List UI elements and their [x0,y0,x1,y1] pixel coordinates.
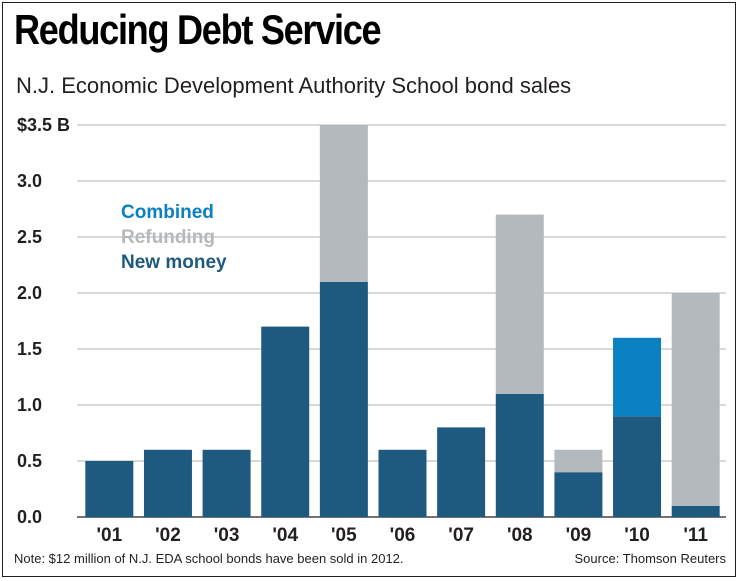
legend-new-money: New money [121,252,227,273]
bar-refunding [554,449,603,473]
bar-new-money [85,461,134,517]
x-tick-label: '07 [448,525,474,546]
bar-new-money [437,427,486,517]
chart-title: Reducing Debt Service [14,6,382,53]
bar-refunding [495,214,544,394]
x-tick-label: '09 [566,525,592,546]
y-tick-label: 1.5 [17,339,42,359]
y-tick-label: 1.0 [17,395,42,415]
chart-subtitle: N.J. Economic Development Authority Scho… [16,73,572,98]
bar-refunding [319,125,368,282]
x-tick-label: '05 [331,525,357,546]
y-tick-label: 0.0 [17,507,42,527]
x-tick-label: '11 [683,525,708,546]
bar-new-money [495,393,544,517]
x-tick-label: '08 [507,525,533,546]
bar-refunding [671,293,720,506]
y-tick-label: 0.5 [17,451,42,471]
bar-combined [613,337,662,417]
bar-new-money [554,472,603,517]
bar-new-money [319,281,368,517]
bar-new-money [261,326,310,517]
x-tick-label: '01 [96,525,122,546]
legend-refunding: Refunding [121,227,215,248]
x-tick-label: '04 [272,525,298,546]
bar-new-money [613,416,662,517]
bar-new-money [378,449,427,517]
chart-footnote: Note: $12 million of N.J. EDA school bon… [14,551,404,566]
bar-new-money [143,449,192,517]
chart-source: Source: Thomson Reuters [574,551,727,566]
x-tick-label: '03 [214,525,240,546]
y-tick-label: 2.5 [17,227,42,247]
x-tick-label: '02 [155,525,181,546]
x-tick-label: '06 [390,525,416,546]
x-tick-label: '10 [624,525,650,546]
y-tick-label: $3.5 B [17,115,70,135]
y-tick-label: 2.0 [17,283,42,303]
bar-new-money [202,449,251,517]
y-tick-label: 3.0 [17,171,42,191]
bar-new-money [671,505,720,517]
legend-combined: Combined [121,202,214,223]
